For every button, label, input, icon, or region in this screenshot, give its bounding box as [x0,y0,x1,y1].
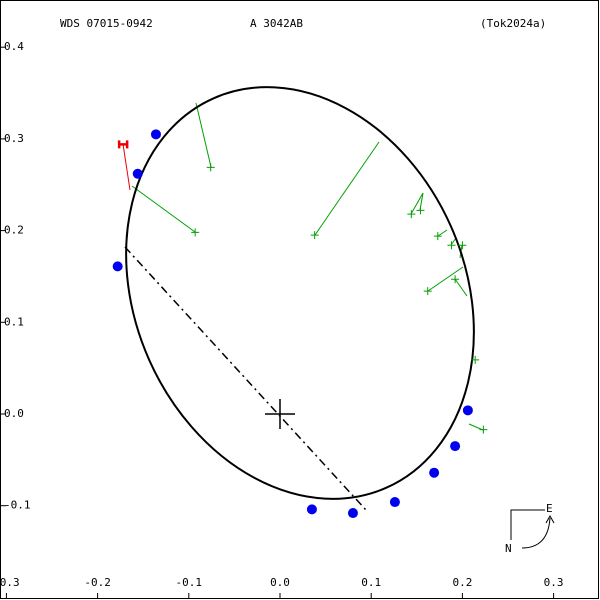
measurement [451,275,460,284]
observation [150,129,161,140]
x-tick-label: 0.0 [270,576,290,589]
measurement [471,355,480,364]
x-tick-label: 0.3 [544,576,564,589]
observation [347,508,358,519]
x-tick-label: -0.3 [0,576,20,589]
measurement [206,163,215,172]
x-tick-label: -0.1 [176,576,203,589]
chart-subtitle: A 3042AB [250,17,303,30]
observation [389,497,400,508]
observation [450,441,461,452]
y-tick-label: 0.1 [4,315,24,328]
observation [429,467,440,478]
orbit [125,86,475,500]
line-of-nodes [124,246,367,511]
compass-north: N [505,542,512,555]
chart-title: WDS 07015-0942 [60,17,153,30]
measurement-h [117,140,129,149]
residuals [122,102,484,431]
measurement [407,210,416,219]
y-tick-label: 0.0 [4,407,24,420]
measurement [310,231,319,240]
measurement [416,206,425,215]
y-tick-label: 0.3 [4,132,24,145]
measurement [479,425,488,434]
measurement [191,228,200,237]
observation [112,261,123,272]
measurement [433,232,442,241]
x-tick-label: 0.2 [452,576,472,589]
x-tick-label: -0.2 [84,576,111,589]
y-tick-label: 0.2 [4,224,24,237]
observation [462,405,473,416]
observation [132,168,143,179]
reference: (Tok2024a) [480,17,546,30]
origin-cross [265,399,295,429]
compass [510,509,555,549]
measurement [447,241,456,250]
x-tick-label: 0.1 [361,576,381,589]
y-tick-label: 0.4 [4,40,24,53]
measurement [458,241,467,250]
compass-east: E [546,502,553,515]
measurement [423,287,432,296]
observation [306,504,317,515]
y-tick-label: -0.1 [4,499,31,512]
